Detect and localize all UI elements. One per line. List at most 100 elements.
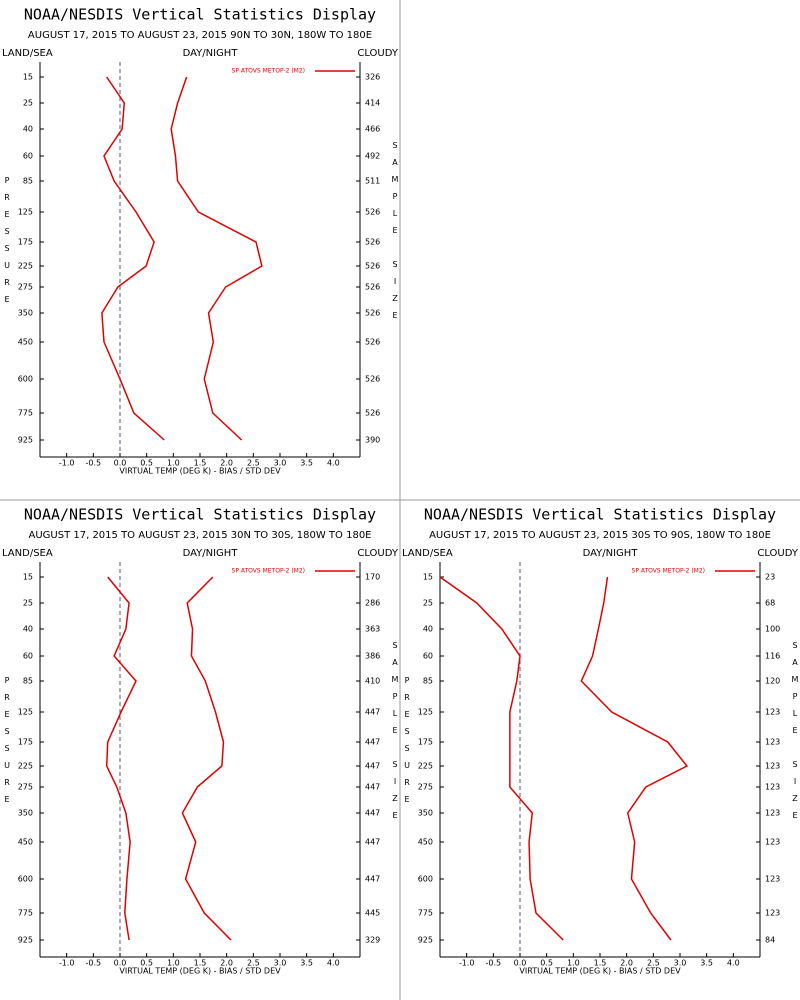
x-tick-label: -0.5	[486, 959, 502, 968]
y-tick-label: 25	[23, 99, 33, 108]
sample-size-label: 447	[365, 809, 380, 818]
y-tick-label: 775	[418, 909, 433, 918]
sample-size-label: 23	[765, 573, 775, 582]
x-tick-label: -1.0	[59, 459, 75, 468]
y-tick-label: 350	[18, 309, 33, 318]
sample-size-label: 123	[765, 838, 780, 847]
panel: NOAA/NESDIS Vertical Statistics Display A…	[402, 506, 800, 976]
sample-size-label: 526	[365, 283, 380, 292]
y-tick-label: 450	[418, 838, 433, 847]
chart-subtitle: AUGUST 17, 2015 TO AUGUST 23, 2015 30N T…	[29, 530, 372, 541]
y-tick-label: 15	[23, 73, 33, 82]
header-cloudy: CLOUDY	[757, 548, 799, 559]
y-tick-label: 925	[418, 936, 433, 945]
y-tick-label: 125	[418, 708, 433, 717]
y-tick-label: 600	[18, 375, 33, 384]
y-tick-label: 775	[18, 909, 33, 918]
x-tick-label: 3.5	[300, 459, 313, 468]
x-tick-label: 0.0	[114, 459, 127, 468]
y-tick-label: 60	[23, 652, 33, 661]
sample-size-label: 123	[765, 809, 780, 818]
x-tick-label: 4.0	[327, 959, 340, 968]
y-tick-label: 125	[18, 208, 33, 217]
x-tick-label: 2.0	[220, 959, 233, 968]
y-tick-label: 15	[23, 573, 33, 582]
sample-size-label: 116	[765, 652, 780, 661]
x-tick-label: 1.5	[194, 459, 207, 468]
x-axis-label: VIRTUAL TEMP (DEG K) - BIAS / STD DEV	[519, 967, 681, 976]
sample-size-label: 120	[765, 677, 780, 686]
x-tick-label: 3.5	[300, 959, 313, 968]
y-tick-label: 85	[423, 677, 433, 686]
y-tick-label: 450	[18, 338, 33, 347]
y-tick-label: 925	[18, 936, 33, 945]
x-tick-label: 3.0	[674, 959, 687, 968]
x-tick-label: 1.0	[567, 959, 580, 968]
y2-axis-label: SAMPLE SIZE	[391, 141, 400, 328]
sample-size-label: 363	[365, 625, 380, 634]
profile-line	[439, 576, 564, 941]
y-tick-label: 925	[18, 436, 33, 445]
x-tick-label: -0.5	[86, 959, 102, 968]
sample-size-label: 526	[365, 309, 380, 318]
sample-size-label: 447	[365, 762, 380, 771]
chart-subtitle: AUGUST 17, 2015 TO AUGUST 23, 2015 90N T…	[28, 30, 372, 41]
y-tick-label: 60	[23, 152, 33, 161]
sample-size-label: 526	[365, 375, 380, 384]
header-land-sea: LAND/SEA	[2, 548, 53, 559]
y-tick-label: 40	[23, 625, 33, 634]
x-tick-label: 1.0	[167, 959, 180, 968]
x-tick-label: -1.0	[459, 959, 475, 968]
chart-title: NOAA/NESDIS Vertical Statistics Display	[24, 506, 376, 524]
x-tick-label: -1.0	[59, 959, 75, 968]
sample-size-label: 386	[365, 652, 380, 661]
y-tick-label: 350	[18, 809, 33, 818]
y-tick-label: 350	[418, 809, 433, 818]
y-tick-label: 775	[18, 409, 33, 418]
y2-axis-label: SAMPLE SIZE	[391, 641, 400, 828]
y-axis-label: PRESSURE	[403, 676, 412, 812]
sample-size-label: 447	[365, 708, 380, 717]
sample-size-label: 526	[365, 409, 380, 418]
x-axis-label: VIRTUAL TEMP (DEG K) - BIAS / STD DEV	[119, 967, 281, 976]
sample-size-label: 410	[365, 677, 380, 686]
y-tick-label: 25	[23, 599, 33, 608]
y-tick-label: 40	[23, 125, 33, 134]
y-tick-label: 225	[18, 762, 33, 771]
y2-axis-label: SAMPLE SIZE	[791, 641, 800, 828]
sample-size-label: 466	[365, 125, 380, 134]
y-axis-label: PRESSURE	[3, 176, 12, 312]
chart-subtitle: AUGUST 17, 2015 TO AUGUST 23, 2015 30S T…	[429, 530, 771, 541]
y-tick-label: 15	[423, 573, 433, 582]
sample-size-label: 447	[365, 838, 380, 847]
y-tick-label: 40	[423, 625, 433, 634]
header-day-night: DAY/NIGHT	[583, 548, 639, 559]
x-tick-label: 2.5	[647, 959, 660, 968]
y-tick-label: 600	[18, 875, 33, 884]
y-tick-label: 225	[418, 762, 433, 771]
x-tick-label: 4.0	[727, 959, 740, 968]
y-tick-label: 175	[18, 738, 33, 747]
sample-size-label: 84	[765, 936, 775, 945]
sample-size-label: 526	[365, 262, 380, 271]
x-tick-label: 0.0	[514, 959, 527, 968]
x-tick-label: 3.0	[274, 459, 287, 468]
sample-size-label: 329	[365, 936, 380, 945]
y-tick-label: 275	[18, 783, 33, 792]
header-cloudy: CLOUDY	[357, 48, 399, 59]
sample-size-label: 100	[765, 625, 780, 634]
sample-size-label: 526	[365, 238, 380, 247]
header-land-sea: LAND/SEA	[2, 48, 53, 59]
y-tick-label: 85	[23, 177, 33, 186]
header-land-sea: LAND/SEA	[402, 548, 453, 559]
x-tick-label: 1.5	[594, 959, 607, 968]
x-tick-label: 0.5	[140, 959, 153, 968]
panel: NOAA/NESDIS Vertical Statistics Display A…	[2, 506, 400, 976]
y-axis-label: PRESSURE	[3, 676, 12, 812]
sample-size-label: 414	[365, 99, 380, 108]
y-tick-label: 125	[18, 708, 33, 717]
y-tick-label: 600	[418, 875, 433, 884]
sample-size-label: 123	[765, 783, 780, 792]
legend-label: SP ATOVS METOP-2 (M2)	[232, 568, 305, 575]
sample-size-label: 447	[365, 875, 380, 884]
